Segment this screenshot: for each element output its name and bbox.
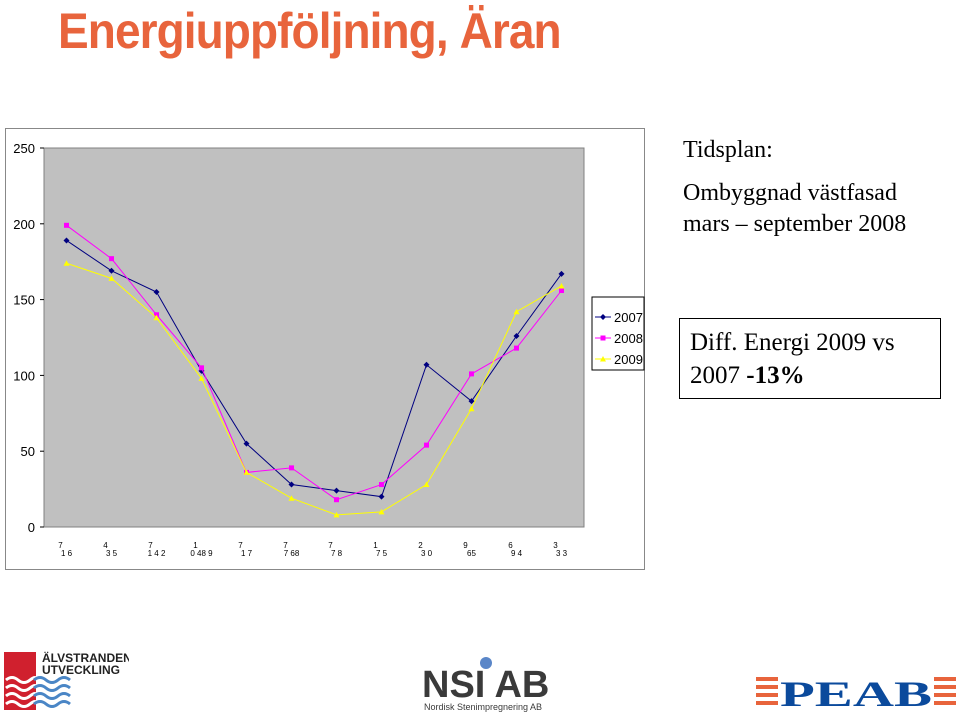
data-point-2008 bbox=[64, 222, 69, 228]
x-tick-label-bottom: 9 4 bbox=[511, 549, 523, 558]
schedule-text: Tidsplan: Ombyggnad västfasad mars – sep… bbox=[683, 135, 906, 240]
data-point-2007 bbox=[423, 361, 430, 368]
legend-label-2007: 2007 bbox=[614, 310, 643, 325]
series-line-2008 bbox=[66, 224, 562, 501]
schedule-line-2: mars – september 2008 bbox=[683, 211, 907, 237]
y-tick-label: 250 bbox=[13, 141, 35, 156]
data-point-2009 bbox=[468, 405, 475, 412]
x-tick-label-bottom: 65 bbox=[467, 549, 476, 558]
y-tick-label: 50 bbox=[21, 444, 35, 459]
x-tick-label-bottom: 7 5 bbox=[376, 549, 388, 558]
y-tick-label: 0 bbox=[28, 520, 35, 535]
y-tick-label: 150 bbox=[13, 293, 35, 308]
data-point-2008 bbox=[469, 371, 474, 377]
peab-logo: PEAB bbox=[756, 675, 956, 709]
x-tick-label-top: 6 bbox=[508, 541, 513, 550]
data-point-2009 bbox=[288, 495, 295, 501]
data-point-2007 bbox=[63, 237, 70, 244]
x-tick-label-top: 3 bbox=[553, 541, 558, 550]
x-tick-label-top: 4 bbox=[103, 541, 108, 550]
data-point-2007 bbox=[333, 487, 340, 494]
nsi-main-text: NSI AB bbox=[422, 664, 549, 706]
x-tick-label-bottom: 1 4 2 bbox=[148, 549, 166, 558]
data-point-2009 bbox=[153, 314, 160, 321]
data-point-2008 bbox=[334, 497, 339, 503]
data-point-2007 bbox=[513, 332, 520, 339]
data-point-2007 bbox=[288, 481, 295, 488]
data-point-2009 bbox=[378, 508, 385, 515]
data-point-2009 bbox=[423, 481, 430, 488]
data-point-2008 bbox=[289, 465, 294, 471]
data-point-2009 bbox=[243, 469, 250, 475]
legend-marker-2009 bbox=[600, 356, 606, 362]
x-tick-label-top: 7 bbox=[328, 541, 333, 550]
data-point-2008 bbox=[424, 442, 429, 448]
x-tick-label-bottom: 0 48 9 bbox=[190, 549, 213, 558]
page-title: Energiuppföljning, Äran bbox=[58, 3, 562, 59]
x-tick-label-bottom: 3 0 bbox=[421, 549, 433, 558]
data-point-2009 bbox=[63, 260, 70, 266]
y-tick-label: 200 bbox=[13, 217, 35, 232]
y-tick-label: 100 bbox=[13, 368, 35, 383]
data-point-2007 bbox=[243, 440, 250, 447]
legend-box bbox=[591, 296, 645, 371]
x-tick-label-bottom: 7 68 bbox=[284, 549, 300, 558]
schedule-heading: Tidsplan: bbox=[683, 137, 773, 163]
data-point-2007 bbox=[468, 398, 475, 405]
energy-diff-box: Diff. Energi 2009 vs 2007 -13% bbox=[679, 318, 941, 399]
legend-marker-2008 bbox=[600, 335, 606, 341]
data-point-2008 bbox=[109, 256, 114, 262]
x-tick-label-bottom: 7 8 bbox=[331, 549, 343, 558]
legend-label-2009: 2009 bbox=[614, 352, 643, 367]
x-tick-label-top: 1 bbox=[373, 541, 378, 550]
data-point-2009 bbox=[108, 275, 115, 281]
legend-marker-2007 bbox=[600, 314, 606, 320]
alvstranden-line2: UTVECKLING bbox=[42, 663, 120, 677]
diff-value: -13% bbox=[746, 362, 805, 389]
data-point-2008 bbox=[514, 345, 519, 351]
nsi-logo: NSI AB Nordisk Stenimpregnering AB bbox=[422, 657, 549, 712]
diff-line-1: Diff. Energi 2009 vs bbox=[690, 329, 895, 356]
x-tick-label-top: 7 bbox=[58, 541, 63, 550]
series-line-2009 bbox=[66, 262, 562, 516]
schedule-line-1: Ombyggnad västfasad bbox=[683, 180, 897, 206]
diff-year: 2007 bbox=[690, 362, 747, 389]
data-point-2008 bbox=[154, 312, 159, 318]
x-tick-label-top: 7 bbox=[283, 541, 288, 550]
data-point-2007 bbox=[108, 267, 115, 274]
alvstranden-logo: ÄLVSTRANDEN UTVECKLING bbox=[4, 650, 129, 710]
nsi-sub-text: Nordisk Stenimpregnering AB bbox=[424, 702, 542, 712]
series-line-2007 bbox=[66, 240, 562, 498]
plot-area bbox=[43, 147, 585, 528]
x-tick-label-bottom: 1 7 bbox=[241, 549, 253, 558]
x-tick-label-bottom: 1 6 bbox=[61, 549, 73, 558]
data-point-2008 bbox=[379, 482, 384, 488]
data-point-2009 bbox=[198, 375, 205, 381]
x-tick-label-top: 1 bbox=[193, 541, 198, 550]
data-point-2007 bbox=[153, 289, 160, 296]
x-tick-label-bottom: 3 3 bbox=[556, 549, 568, 558]
x-tick-label-bottom: 3 5 bbox=[106, 549, 118, 558]
diff-line-2: 2007 -13% bbox=[690, 359, 930, 392]
x-tick-label-top: 7 bbox=[238, 541, 243, 550]
data-point-2009 bbox=[558, 282, 565, 289]
alvstranden-line1: ÄLVSTRANDEN bbox=[42, 650, 129, 665]
data-point-2009 bbox=[333, 511, 340, 518]
data-point-2009 bbox=[513, 308, 520, 315]
legend-label-2008: 2008 bbox=[614, 331, 643, 346]
data-point-2008 bbox=[199, 365, 204, 371]
x-tick-label-top: 9 bbox=[463, 541, 468, 550]
data-point-2007 bbox=[558, 270, 565, 277]
data-point-2007 bbox=[378, 493, 385, 500]
peab-text: PEAB bbox=[780, 675, 932, 709]
x-tick-label-top: 2 bbox=[418, 541, 423, 550]
x-tick-label-top: 7 bbox=[148, 541, 153, 550]
data-point-2008 bbox=[559, 288, 564, 294]
